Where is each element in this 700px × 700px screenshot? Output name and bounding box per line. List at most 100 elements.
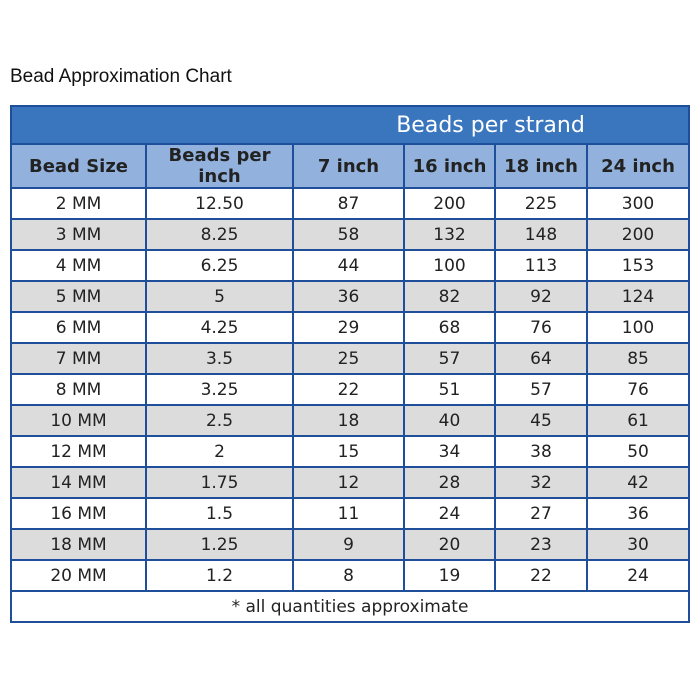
table-cell: 14 MM [10,466,147,499]
table-row: 10 MM 2.5 18 40 45 61 [10,404,691,437]
table-cell: 87 [292,187,405,220]
table-row: 12 MM 2 15 34 38 50 [10,435,691,468]
table-cell: 68 [403,311,496,344]
table-cell: 15 [292,435,405,468]
table-cell: 5 MM [10,280,147,313]
table-cell: 3.5 [145,342,294,375]
column-header: 24 inch [585,143,691,189]
table-cell: 85 [585,342,691,375]
footnote-row: * all quantities approximate [9,590,691,623]
table-cell: 30 [585,528,691,561]
table-row: 4 MM 6.25 44 100 113 153 [10,249,691,282]
table-cell: 57 [403,342,496,375]
table-row: 2 MM 12.50 87 200 225 300 [10,187,691,220]
table-cell: 20 MM [10,559,147,592]
group-header-blank [10,105,293,145]
table-cell: 225 [494,187,588,220]
table-cell: 148 [494,218,588,251]
table-cell: 40 [403,404,496,437]
table-cell: 29 [292,311,405,344]
column-header: 16 inch [403,143,496,189]
table-cell: 18 [292,404,405,437]
table-cell: 82 [403,280,496,313]
group-header-beads-per-strand: Beads per strand [293,105,691,145]
page-title: Bead Approximation Chart [10,66,232,87]
footnote: * all quantities approximate [9,590,691,623]
table-cell: 76 [585,373,691,406]
table-cell: 42 [585,466,691,499]
table-cell: 4 MM [10,249,147,282]
table-cell: 51 [403,373,496,406]
table-cell: 1.2 [145,559,294,592]
table-cell: 64 [494,342,588,375]
table-cell: 4.25 [145,311,294,344]
table-cell: 44 [292,249,405,282]
table-cell: 12 MM [10,435,147,468]
table-cell: 24 [585,559,691,592]
table-cell: 36 [292,280,405,313]
table-cell: 2 MM [10,187,147,220]
table-cell: 5 [145,280,294,313]
table-cell: 2 [145,435,294,468]
table-cell: 11 [292,497,405,530]
table-cell: 61 [585,404,691,437]
table-cell: 23 [494,528,588,561]
table-cell: 16 MM [10,497,147,530]
table-cell: 1.25 [145,528,294,561]
table-cell: 36 [585,497,691,530]
table-cell: 100 [585,311,691,344]
table-cell: 132 [403,218,496,251]
table-row: 6 MM 4.25 29 68 76 100 [10,311,691,344]
table-cell: 27 [494,497,588,530]
group-header-row: Beads per strand [10,105,691,145]
table-cell: 153 [585,249,691,282]
table-cell: 19 [403,559,496,592]
table-cell: 1.75 [145,466,294,499]
table-row: 5 MM 5 36 82 92 124 [10,280,691,313]
table-cell: 2.5 [145,404,294,437]
table-cell: 76 [494,311,588,344]
table-cell: 100 [403,249,496,282]
column-header: Beads per inch [145,143,294,189]
table-cell: 32 [494,466,588,499]
table-cell: 6 MM [10,311,147,344]
table-row: 7 MM 3.5 25 57 64 85 [10,342,691,375]
table-cell: 12.50 [145,187,294,220]
table-cell: 50 [585,435,691,468]
table-cell: 22 [494,559,588,592]
table-cell: 22 [292,373,405,406]
column-header: 7 inch [292,143,405,189]
table-row: 20 MM 1.2 8 19 22 24 [10,559,691,592]
table-cell: 8 [292,559,405,592]
table-cell: 45 [494,404,588,437]
table-cell: 12 [292,466,405,499]
table-row: 8 MM 3.25 22 51 57 76 [10,373,691,406]
column-header: 18 inch [494,143,588,189]
table-row: 3 MM 8.25 58 132 148 200 [10,218,691,251]
bead-chart-table: Beads per strand Bead Size Beads per inch… [9,105,691,623]
table-cell: 9 [292,528,405,561]
table-cell: 25 [292,342,405,375]
table-cell: 1.5 [145,497,294,530]
table-cell: 18 MM [10,528,147,561]
table-cell: 8 MM [10,373,147,406]
table-row: 18 MM 1.25 9 20 23 30 [10,528,691,561]
table-cell: 10 MM [10,404,147,437]
column-header: Bead Size [10,143,147,189]
table-cell: 7 MM [10,342,147,375]
table-cell: 92 [494,280,588,313]
table-cell: 200 [585,218,691,251]
table-cell: 300 [585,187,691,220]
table-cell: 57 [494,373,588,406]
table-cell: 6.25 [145,249,294,282]
table-cell: 38 [494,435,588,468]
table-cell: 124 [585,280,691,313]
table-cell: 34 [403,435,496,468]
column-header-row: Bead Size Beads per inch 7 inch 16 inch 18 i… [10,143,691,189]
table-row: 14 MM 1.75 12 28 32 42 [10,466,691,499]
table-cell: 3 MM [10,218,147,251]
table-cell: 28 [403,466,496,499]
table-cell: 113 [494,249,588,282]
table-cell: 8.25 [145,218,294,251]
table-row: 16 MM 1.5 11 24 27 36 [10,497,691,530]
